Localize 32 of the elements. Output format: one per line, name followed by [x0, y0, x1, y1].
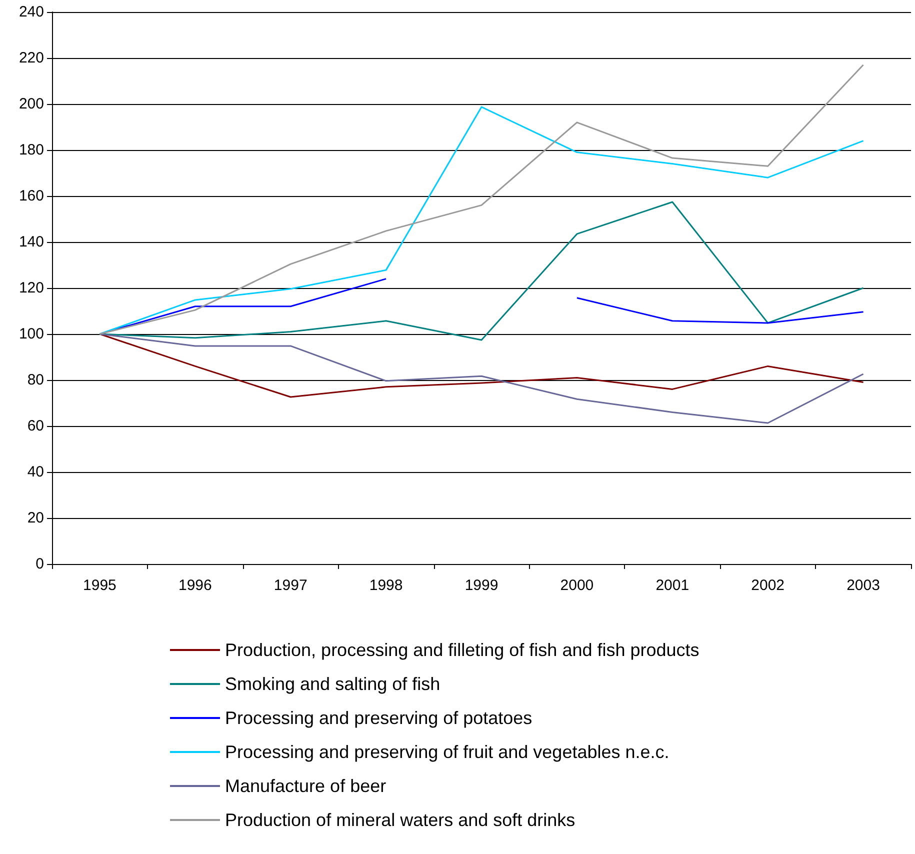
y-tick-label: 200	[18, 96, 44, 112]
y-tick-label: 180	[18, 142, 44, 158]
x-tick-label: 1999	[464, 577, 498, 594]
x-tick-label: 1996	[178, 577, 212, 594]
legend-label: Production of mineral waters and soft drinks	[225, 810, 576, 830]
y-tick-label: 0	[36, 556, 44, 572]
y-tick-label: 40	[27, 464, 44, 480]
x-tick-label: 2001	[656, 577, 690, 594]
y-tick-label: 20	[27, 510, 44, 526]
line-series	[98, 333, 864, 398]
line-series	[98, 333, 864, 424]
x-tick-label: 1995	[83, 577, 116, 594]
legend-label: Smoking and salting of fish	[225, 674, 440, 694]
x-tick-label: 2002	[751, 577, 785, 594]
y-tick-label: 160	[18, 188, 44, 204]
line-series	[98, 106, 864, 335]
legend-label: Production, processing and filleting of fish and fish products	[225, 640, 700, 660]
line-series	[98, 64, 864, 335]
y-tick-label: 120	[18, 280, 44, 296]
y-tick-label: 140	[18, 234, 44, 250]
legend-label: Processing and preserving of fruit and vegetables n.e.c.	[225, 742, 670, 762]
y-tick-label: 240	[18, 4, 44, 20]
y-tick-label: 220	[18, 50, 44, 66]
y-tick-label: 60	[27, 418, 44, 434]
x-tick-label: 2003	[846, 577, 880, 594]
legend-label: Processing and preserving of potatoes	[225, 708, 532, 728]
x-tick-label: 1997	[274, 577, 308, 594]
y-tick-label: 80	[27, 372, 44, 388]
legend-label: Manufacture of beer	[225, 776, 386, 796]
x-tick-label: 1998	[369, 577, 403, 594]
x-tick-label: 2000	[560, 577, 594, 594]
y-tick-label: 100	[18, 326, 44, 342]
